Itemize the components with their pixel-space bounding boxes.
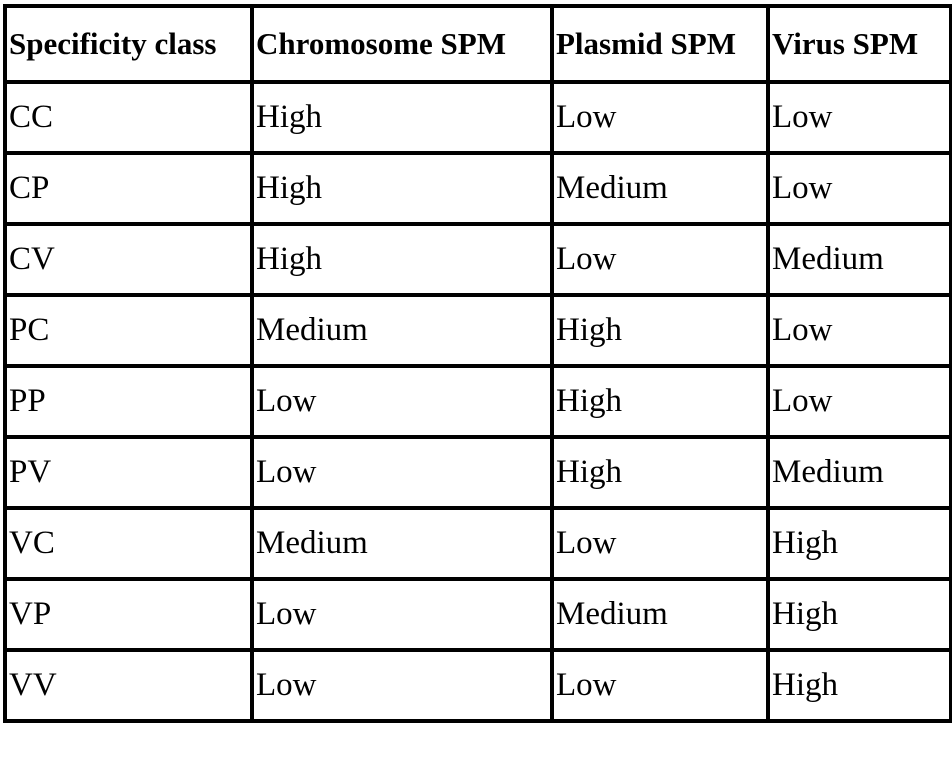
table-cell: Low — [250, 577, 554, 652]
table-cell: Low — [550, 506, 770, 581]
header-cell: Specificity class — [3, 4, 254, 84]
table-cell: High — [766, 506, 952, 581]
table-cell: PP — [3, 364, 254, 439]
table-cell: Low — [766, 364, 952, 439]
table-cell: High — [766, 648, 952, 723]
table-cell: PV — [3, 435, 254, 510]
table-cell: Medium — [550, 577, 770, 652]
table-cell: VC — [3, 506, 254, 581]
table-cell: Low — [250, 648, 554, 723]
table-row: PP Low High Low — [3, 364, 952, 439]
table-cell: High — [550, 435, 770, 510]
table-cell: Medium — [766, 435, 952, 510]
table-cell: CP — [3, 151, 254, 226]
table-cell: Medium — [766, 222, 952, 297]
table-cell: High — [250, 80, 554, 155]
table-cell: Low — [250, 364, 554, 439]
table-row: CC High Low Low — [3, 80, 952, 155]
table-cell: High — [550, 364, 770, 439]
table-row: VV Low Low High — [3, 648, 952, 723]
table-cell: Low — [766, 80, 952, 155]
table-row: VC Medium Low High — [3, 506, 952, 581]
table-row: VP Low Medium High — [3, 577, 952, 652]
header-cell: Virus SPM — [766, 4, 952, 84]
table-cell: Low — [766, 293, 952, 368]
table-cell: Medium — [250, 506, 554, 581]
table-cell: Low — [550, 80, 770, 155]
header-row: Specificity class Chromosome SPM Plasmid S… — [3, 4, 952, 84]
table-cell: VP — [3, 577, 254, 652]
table-cell: High — [766, 577, 952, 652]
table-row: CP High Medium Low — [3, 151, 952, 226]
specificity-table: Specificity class Chromosome SPM Plasmid S… — [3, 4, 952, 723]
table-cell: VV — [3, 648, 254, 723]
table-row: CV High Low Medium — [3, 222, 952, 297]
table-cell: Medium — [550, 151, 770, 226]
table-cell: High — [550, 293, 770, 368]
header-cell: Plasmid SPM — [550, 4, 770, 84]
table-cell: High — [250, 222, 554, 297]
header-cell: Chromosome SPM — [250, 4, 554, 84]
table-row: PC Medium High Low — [3, 293, 952, 368]
table-cell: Low — [550, 222, 770, 297]
table-cell: Low — [250, 435, 554, 510]
table-cell: Low — [766, 151, 952, 226]
table-cell: High — [250, 151, 554, 226]
table-cell: CV — [3, 222, 254, 297]
table-body: CC High Low Low CP High Medium Low CV High Low Medi… — [3, 80, 952, 723]
table-cell: Low — [550, 648, 770, 723]
table-cell: Medium — [250, 293, 554, 368]
table-cell: CC — [3, 80, 254, 155]
table-row: PV Low High Medium — [3, 435, 952, 510]
table-cell: PC — [3, 293, 254, 368]
